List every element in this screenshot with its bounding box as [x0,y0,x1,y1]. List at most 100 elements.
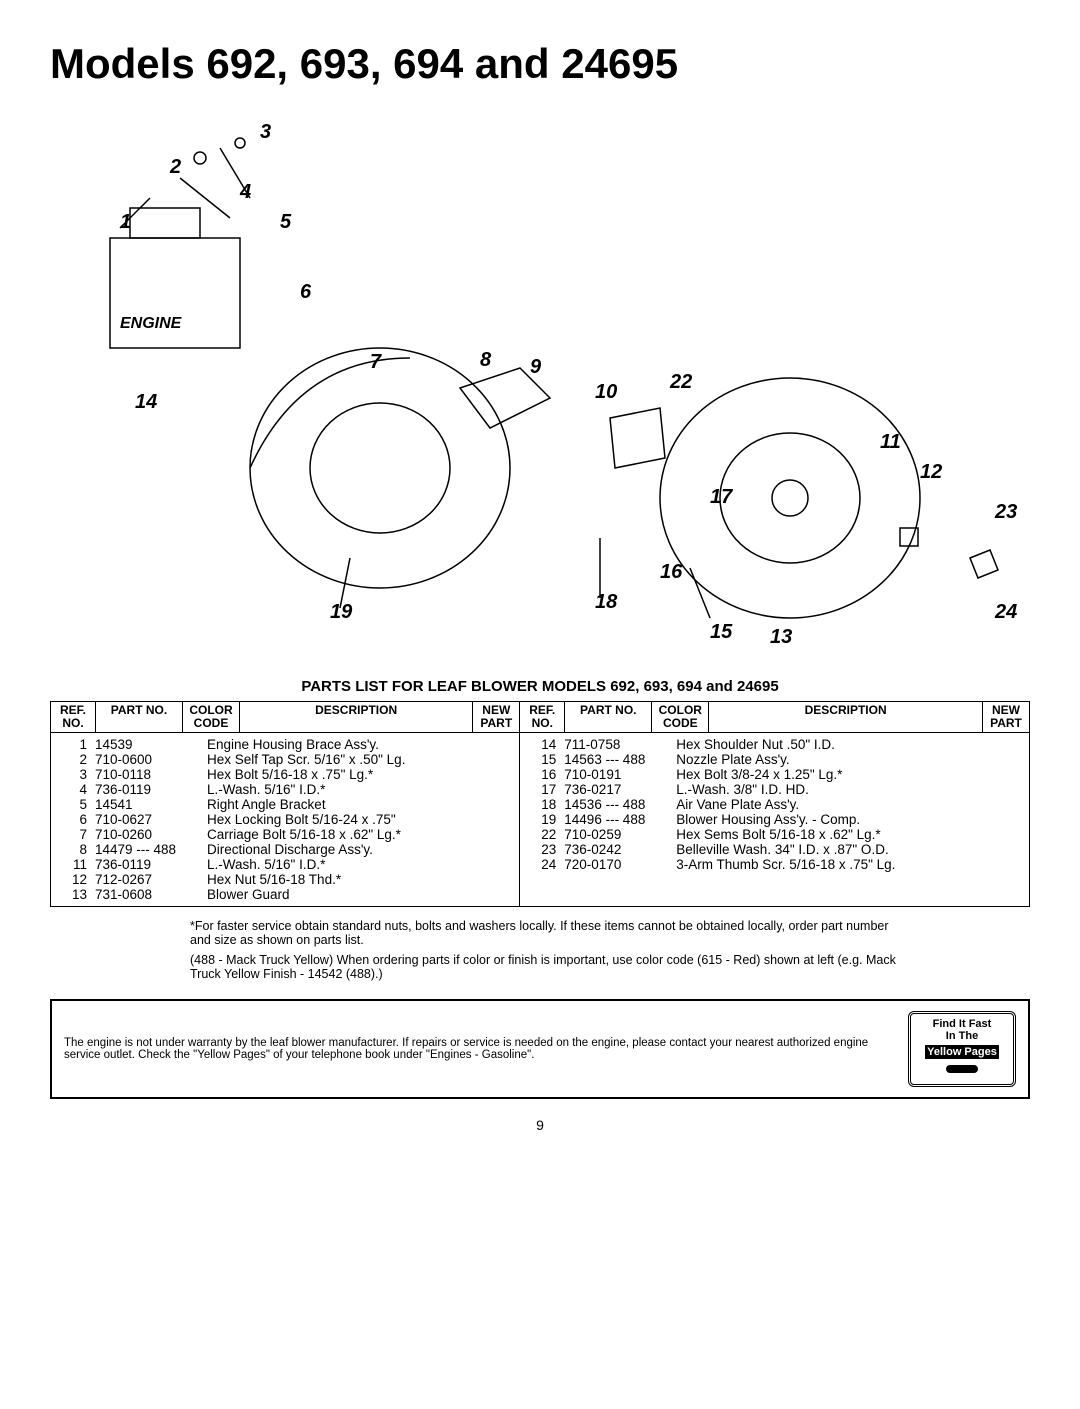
cell-desc: Engine Housing Brace Ass'y. [203,737,519,752]
table-row: 11736-0119L.-Wash. 5/16" I.D.* [51,857,519,872]
cell-ref: 23 [520,842,560,857]
cell-ref: 22 [520,827,560,842]
col-ref: REF. NO. [51,702,96,733]
col-ref2: REF. NO. [520,702,565,733]
table-row: 1914496 --- 488Blower Housing Ass'y. - C… [520,812,1029,827]
yp-line2: In The [917,1030,1007,1042]
cell-desc: Nozzle Plate Ass'y. [672,752,1029,767]
table-row: 114539Engine Housing Brace Ass'y. [51,737,519,752]
table-row: 22710-0259Hex Sems Bolt 5/16-18 x .62" L… [520,827,1029,842]
table-row: 1514563 --- 488Nozzle Plate Ass'y. [520,752,1029,767]
cell-desc: Hex Sems Bolt 5/16-18 x .62" Lg.* [672,827,1029,842]
callout-9: 9 [530,356,542,378]
cell-ref: 13 [51,887,91,902]
table-row: 17736-0217L.-Wash. 3/8" I.D. HD. [520,782,1029,797]
table-row: 4736-0119L.-Wash. 5/16" I.D.* [51,782,519,797]
callout-5: 5 [280,211,292,233]
cell-ref: 11 [51,857,91,872]
cell-desc: Right Angle Bracket [203,797,519,812]
warranty-text: The engine is not under warranty by the … [64,1037,894,1061]
callout-11: 11 [880,431,901,453]
cell-part: 710-0259 [560,827,672,842]
cell-ref: 19 [520,812,560,827]
callout-6: 6 [300,281,312,303]
callout-13: 13 [770,626,792,648]
yp-line1: Find It Fast [917,1018,1007,1030]
cell-desc: Air Vane Plate Ass'y. [672,797,1029,812]
table-row: 814479 --- 488Directional Discharge Ass'… [51,842,519,857]
cell-desc: Blower Housing Ass'y. - Comp. [672,812,1029,827]
parts-list-title: PARTS LIST FOR LEAF BLOWER MODELS 692, 6… [50,678,1030,695]
cell-part: 731-0608 [91,887,203,902]
table-row: 24720-01703-Arm Thumb Scr. 5/16-18 x .75… [520,857,1029,872]
table-row: 16710-0191Hex Bolt 3/8-24 x 1.25" Lg.* [520,767,1029,782]
table-row: 13731-0608Blower Guard [51,887,519,902]
cell-desc: L.-Wash. 5/16" I.D.* [203,857,519,872]
cell-ref: 2 [51,752,91,767]
table-row: 6710-0627Hex Locking Bolt 5/16-24 x .75" [51,812,519,827]
page-number: 9 [50,1117,1030,1133]
phone-icon [942,1059,982,1077]
cell-part: 712-0267 [91,872,203,887]
col-color: COLOR CODE [183,702,240,733]
cell-desc: Directional Discharge Ass'y. [203,842,519,857]
table-row: 12712-0267Hex Nut 5/16-18 Thd.* [51,872,519,887]
footnote: *For faster service obtain standard nuts… [190,919,910,947]
col-part2: PART NO. [565,702,652,733]
cell-part: 720-0170 [560,857,672,872]
cell-ref: 14 [520,737,560,752]
cell-part: 710-0600 [91,752,203,767]
cell-desc: 3-Arm Thumb Scr. 5/16-18 x .75" Lg. [672,857,1029,872]
cell-ref: 17 [520,782,560,797]
col-color2: COLOR CODE [652,702,709,733]
yellow-pages-badge: Find It Fast In The Yellow Pages [908,1011,1016,1086]
callout-18: 18 [595,591,618,613]
col-desc: DESCRIPTION [240,702,473,733]
table-row: 1814536 --- 488Air Vane Plate Ass'y. [520,797,1029,812]
cell-desc: L.-Wash. 5/16" I.D.* [203,782,519,797]
callout-24: 24 [994,601,1017,623]
cell-desc: Belleville Wash. 34" I.D. x .87" O.D. [672,842,1029,857]
exploded-diagram: ENGINE [50,98,1030,658]
callout-7: 7 [370,351,382,373]
callout-4: 4 [239,181,251,203]
cell-ref: 5 [51,797,91,812]
cell-part: 14539 [91,737,203,752]
callout-12: 12 [920,461,942,483]
cell-ref: 8 [51,842,91,857]
col-newpart: NEW PART [473,702,520,733]
table-row: 514541Right Angle Bracket [51,797,519,812]
cell-desc: Hex Locking Bolt 5/16-24 x .75" [203,812,519,827]
callout-15: 15 [710,621,733,643]
cell-desc: Carriage Bolt 5/16-18 x .62" Lg.* [203,827,519,842]
cell-ref: 24 [520,857,560,872]
warranty-box: The engine is not under warranty by the … [50,999,1030,1098]
cell-ref: 1 [51,737,91,752]
callout-23: 23 [994,501,1017,523]
table-row: 2710-0600Hex Self Tap Scr. 5/16" x .50" … [51,752,519,767]
table-row: 23736-0242Belleville Wash. 34" I.D. x .8… [520,842,1029,857]
callout-17: 17 [710,486,733,508]
col-part: PART NO. [96,702,183,733]
cell-part: 14541 [91,797,203,812]
cell-desc: Hex Bolt 3/8-24 x 1.25" Lg.* [672,767,1029,782]
table-row: 3710-0118Hex Bolt 5/16-18 x .75" Lg.* [51,767,519,782]
engine-label: ENGINE [120,315,183,332]
callout-16: 16 [660,561,683,583]
callout-8: 8 [480,349,492,371]
cell-ref: 3 [51,767,91,782]
color-code-note: (488 - Mack Truck Yellow) When ordering … [190,953,910,981]
cell-part: 14536 --- 488 [560,797,672,812]
cell-part: 14479 --- 488 [91,842,203,857]
table-row: 14711-0758Hex Shoulder Nut .50" I.D. [520,737,1029,752]
cell-part: 14563 --- 488 [560,752,672,767]
callout-3: 3 [260,121,271,143]
cell-ref: 6 [51,812,91,827]
callout-2: 2 [169,156,181,178]
cell-part: 736-0119 [91,782,203,797]
callout-19: 19 [330,601,353,623]
cell-desc: Hex Bolt 5/16-18 x .75" Lg.* [203,767,519,782]
table-row: 7710-0260Carriage Bolt 5/16-18 x .62" Lg… [51,827,519,842]
cell-part: 710-0260 [91,827,203,842]
cell-ref: 16 [520,767,560,782]
